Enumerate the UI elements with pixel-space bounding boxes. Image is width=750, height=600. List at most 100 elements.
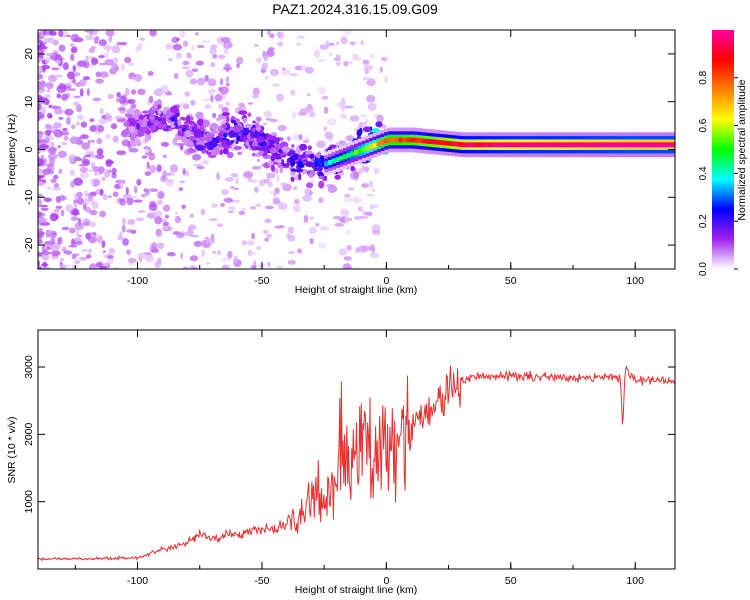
- spectrogram-noise-cell: [249, 206, 257, 210]
- spectrogram-cell: [257, 142, 266, 146]
- spectrogram-noise-cell: [271, 83, 280, 88]
- spectrogram-noise-cell: [210, 94, 214, 103]
- spectrogram-cell: [261, 145, 270, 152]
- spectrogram-noise-cell: [107, 93, 114, 100]
- spectrogram-noise-cell: [38, 168, 44, 175]
- spectrogram-noise-cell: [152, 210, 163, 217]
- spectrogram-noise-cell: [265, 117, 272, 121]
- spectrogram-cell: [165, 125, 171, 129]
- spectrogram-cell: [375, 121, 383, 128]
- spectrogram-noise-cell: [148, 203, 158, 212]
- spectrogram-band-cell: [365, 145, 370, 151]
- spectrogram-noise-cell: [212, 54, 218, 59]
- spectrogram-cell: [322, 177, 328, 181]
- spectrogram-band-cell: [633, 142, 639, 148]
- spectrogram-cell: [139, 119, 143, 126]
- spectrogram-cell: [314, 161, 319, 168]
- spectrogram-noise-cell: [61, 226, 70, 231]
- spectrogram-noise-cell: [148, 95, 154, 104]
- spectrogram-noise-cell: [225, 82, 230, 87]
- spectrogram-noise-cell: [182, 60, 190, 66]
- spectrogram-noise-cell: [250, 179, 258, 183]
- spectrogram-noise-cell: [281, 67, 286, 71]
- spectrogram-noise-cell: [71, 254, 77, 260]
- spectrogram-cell: [318, 180, 325, 189]
- spectrogram-noise-cell: [307, 93, 311, 97]
- spectrogram-band-cell: [536, 142, 542, 148]
- spectrogram-band-cell: [499, 142, 504, 148]
- spectrogram-noise-cell: [119, 41, 128, 46]
- spectrogram-noise-cell: [74, 222, 84, 231]
- spectrogram-cell: [220, 139, 228, 144]
- spectrogram-cell: [211, 148, 221, 156]
- spectrogram-noise-cell: [118, 95, 127, 104]
- spectrogram-noise-cell: [43, 249, 48, 252]
- spectrogram-cell: [184, 129, 192, 137]
- spectrogram-noise-cell: [316, 140, 326, 149]
- spectrogram-cell: [299, 164, 305, 168]
- spectrogram-noise-cell: [206, 262, 210, 265]
- spectrogram-band-cell: [376, 141, 381, 147]
- spectrogram-y-tick-label: -20: [23, 237, 35, 252]
- spectrogram-noise-cell: [214, 93, 223, 102]
- spectrogram-cell: [195, 144, 204, 151]
- colorbar-ticks: 0.0 0.2 0.4 0.6 0.8: [698, 70, 738, 276]
- spectrogram-noise-cell: [124, 87, 130, 96]
- spectrogram-band-cell: [484, 142, 489, 148]
- spectrogram-noise-cell: [344, 105, 354, 109]
- spectrogram-noise-cell: [200, 208, 206, 216]
- spectrogram-cell: [305, 182, 314, 189]
- spectrogram-noise-cell: [236, 63, 240, 69]
- spectrogram-cell: [266, 140, 270, 146]
- spectrogram-noise-cell: [162, 204, 171, 212]
- spectrogram-cell: [221, 112, 230, 117]
- spectrogram-cell: [149, 114, 155, 121]
- spectrogram-noise-cell: [61, 141, 68, 146]
- spectrogram-band-cell: [480, 142, 486, 148]
- spectrogram-noise-cell: [69, 136, 80, 145]
- spectrogram-noise-cell: [345, 229, 351, 235]
- spectrogram-noise-cell: [287, 250, 296, 255]
- spectrogram-noise-cell: [89, 118, 95, 122]
- spectrogram-noise-cell: [186, 228, 194, 237]
- spectrogram-noise-cell: [338, 140, 347, 144]
- spectrogram-band-cell: [324, 161, 329, 167]
- spectrogram-y-tick-label: 20: [23, 48, 35, 60]
- spectrogram-noise-cell: [90, 57, 99, 66]
- spectrogram-noise-cell: [223, 197, 233, 203]
- spectrogram-noise-cell: [44, 56, 51, 64]
- spectrogram-cell: [262, 153, 267, 157]
- spectrogram-cell: [350, 164, 355, 172]
- spectrogram-noise-cell: [45, 53, 55, 57]
- spectrogram-band-cell: [518, 142, 523, 148]
- spectrogram-noise-cell: [384, 75, 388, 84]
- colorbar: 0.0 0.2 0.4 0.6 0.8 Normalized spectral ampl…: [698, 30, 748, 276]
- spectrogram-cell: [267, 135, 272, 140]
- spectrogram-noise-cell: [49, 30, 57, 36]
- spectrogram-noise-cell: [41, 67, 46, 73]
- spectrogram-noise-cell: [135, 217, 145, 222]
- spectrogram-noise-cell: [52, 187, 62, 191]
- spectrogram-band-cell: [514, 142, 519, 148]
- spectrogram-noise-cell: [133, 199, 143, 203]
- spectrogram-noise-cell: [313, 49, 320, 58]
- spectrogram-cell: [128, 125, 135, 133]
- spectrogram-band-cell: [615, 142, 620, 148]
- snr-x-tick-label: -50: [254, 575, 269, 587]
- spectrogram-cell: [295, 148, 299, 155]
- spectrogram-noise-cell: [88, 232, 97, 236]
- spectrogram-noise-cell: [54, 242, 61, 251]
- spectrogram-noise-cell: [336, 102, 346, 108]
- spectrogram-noise-cell: [145, 152, 155, 156]
- spectrogram-noise-cell: [195, 32, 199, 36]
- spectrogram-noise-cell: [82, 76, 90, 81]
- spectrogram-noise-cell: [363, 211, 373, 216]
- spectrogram-noise-cell: [119, 198, 127, 206]
- spectrogram-noise-cell: [38, 158, 45, 167]
- spectrogram-noise-cell: [70, 238, 75, 246]
- spectrogram-cell: [172, 137, 178, 146]
- spectrogram-noise-cell: [125, 186, 129, 195]
- spectrogram-noise-cell: [46, 82, 54, 90]
- spectrogram-noise-cell: [67, 71, 76, 80]
- spectrogram-noise-cell: [277, 31, 285, 40]
